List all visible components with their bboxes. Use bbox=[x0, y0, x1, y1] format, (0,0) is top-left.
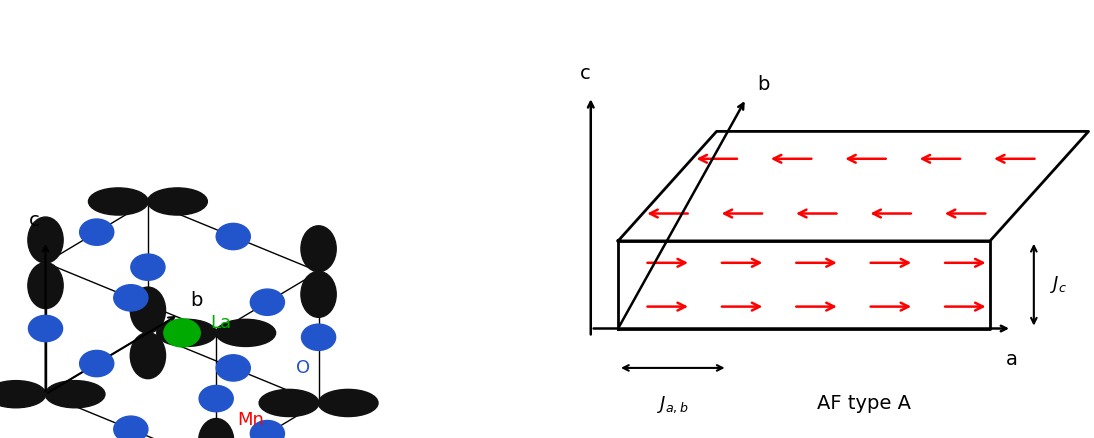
Ellipse shape bbox=[259, 389, 318, 417]
Ellipse shape bbox=[27, 262, 63, 308]
Circle shape bbox=[114, 416, 148, 438]
Text: Mn: Mn bbox=[237, 411, 264, 429]
Ellipse shape bbox=[27, 217, 63, 263]
Circle shape bbox=[114, 285, 148, 311]
Ellipse shape bbox=[318, 389, 379, 417]
Circle shape bbox=[302, 324, 336, 350]
Circle shape bbox=[251, 420, 284, 438]
Text: La: La bbox=[210, 314, 232, 332]
Ellipse shape bbox=[130, 287, 165, 333]
Ellipse shape bbox=[301, 271, 336, 317]
Text: c: c bbox=[28, 211, 39, 230]
Circle shape bbox=[251, 289, 284, 315]
Ellipse shape bbox=[148, 188, 208, 215]
Circle shape bbox=[80, 219, 114, 245]
Ellipse shape bbox=[156, 319, 217, 346]
Ellipse shape bbox=[216, 319, 276, 346]
Circle shape bbox=[217, 355, 251, 381]
Circle shape bbox=[217, 223, 251, 250]
Text: O: O bbox=[295, 359, 310, 377]
Text: b: b bbox=[757, 75, 769, 94]
Text: c: c bbox=[580, 64, 591, 83]
Circle shape bbox=[131, 254, 165, 280]
Ellipse shape bbox=[89, 188, 148, 215]
Circle shape bbox=[28, 315, 62, 342]
Circle shape bbox=[80, 350, 114, 377]
Text: $J_{a,b}$: $J_{a,b}$ bbox=[656, 394, 689, 415]
Ellipse shape bbox=[45, 381, 105, 408]
Circle shape bbox=[199, 385, 233, 412]
Ellipse shape bbox=[0, 381, 46, 408]
Ellipse shape bbox=[301, 226, 336, 272]
Text: $J_c$: $J_c$ bbox=[1050, 274, 1068, 295]
Text: b: b bbox=[190, 291, 202, 310]
Ellipse shape bbox=[198, 419, 234, 438]
Text: AF type A: AF type A bbox=[817, 394, 911, 413]
Text: a: a bbox=[1006, 350, 1017, 369]
Ellipse shape bbox=[130, 333, 165, 378]
Circle shape bbox=[164, 319, 200, 347]
